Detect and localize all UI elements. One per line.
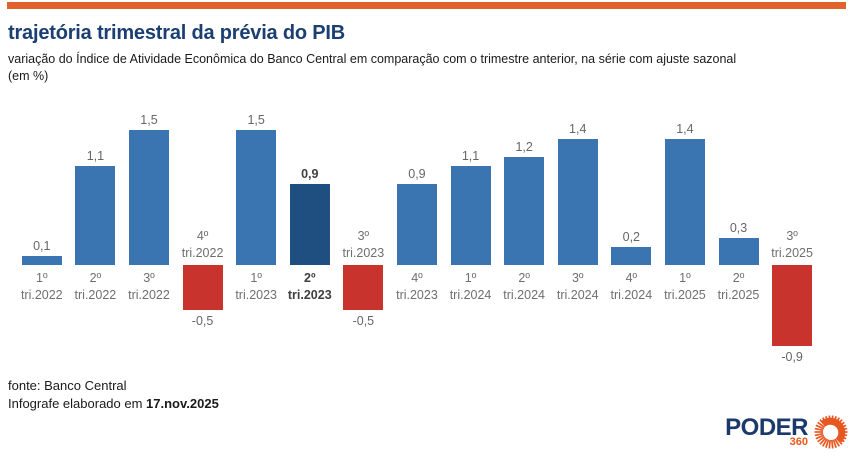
bar-value-label: 1,4 <box>676 122 694 136</box>
bar-category-label: 3º tri.2022 <box>128 271 170 302</box>
credit-text: Infografe elaborado em 17.nov.2025 <box>8 396 219 411</box>
bar-category-label: 2º tri.2024 <box>503 271 545 302</box>
bar-value-label: 1,1 <box>86 149 105 163</box>
bar-column: 1,5 1º tri.2023 <box>229 98 283 368</box>
bar-positive <box>611 247 652 265</box>
bar-value-label: 0,1 <box>33 239 51 253</box>
bar-value-label: 1,2 <box>515 140 533 154</box>
chart: 0,1 1º tri.2022 1,1 2º tri.2022 1,5 3º tri.2022-… <box>15 98 819 368</box>
bar-highlighted <box>289 184 330 265</box>
bar-column: 0,2 4º tri.2024 <box>605 98 659 368</box>
bar-value-label: 1,1 <box>461 149 480 163</box>
bar-column: -0,5 3º tri.2023 <box>337 98 391 368</box>
bar-category-label: 3º tri.2023 <box>342 229 385 260</box>
logo-number: 360 <box>789 436 808 448</box>
bar-column: -0,5 4º tri.2022 <box>176 98 230 368</box>
bar-negative <box>343 265 384 310</box>
bar-negative <box>182 265 223 310</box>
bar-value-label: 0,9 <box>408 167 426 181</box>
credit-date: 17.nov.2025 <box>146 396 219 411</box>
bar-column: 0,3 2º tri.2025 <box>712 98 766 368</box>
bar-column: 0,9 2º tri.2023 <box>283 98 337 368</box>
bar-column: 1,5 3º tri.2022 <box>122 98 176 368</box>
bar-category-label: 4º tri.2024 <box>610 271 653 302</box>
bar-value-label: 0,3 <box>729 221 748 235</box>
bar-category-label: 1º tri.2022 <box>20 271 63 302</box>
bar-positive <box>396 184 437 265</box>
chart-subtitle-line1: variação do Índice de Atividade Econômic… <box>8 52 737 66</box>
bar-column: 1,2 2º tri.2024 <box>497 98 551 368</box>
top-accent-bar <box>7 2 846 9</box>
bar-positive <box>504 157 545 265</box>
bar-positive <box>664 139 705 265</box>
bar-category-label: 1º tri.2025 <box>664 271 706 302</box>
bar-column: 0,9 4º tri.2023 <box>390 98 444 368</box>
logo-wordmark: PODER <box>725 414 808 441</box>
bar-category-label: 2º tri.2025 <box>717 271 760 302</box>
bar-positive <box>450 166 491 265</box>
bar-value-label: 1,4 <box>569 122 587 136</box>
bar-negative <box>772 265 813 346</box>
bar-positive <box>21 256 62 265</box>
poder360-logo: PODER 360 <box>725 412 851 452</box>
sunburst-crescent <box>820 417 846 443</box>
bar-category-label: 2º tri.2023 <box>287 271 332 302</box>
bar-category-label: 1º tri.2023 <box>235 271 278 302</box>
bar-value-label: -0,5 <box>352 314 375 328</box>
bar-positive <box>718 238 759 265</box>
bar-positive <box>75 166 116 265</box>
bar-category-label: 4º tri.2022 <box>181 229 224 260</box>
bar-category-label: 1º tri.2024 <box>449 271 492 302</box>
sunburst-icon <box>814 415 848 449</box>
bar-column: 0,1 1º tri.2022 <box>15 98 69 368</box>
bar-column: 1,1 2º tri.2022 <box>69 98 123 368</box>
bar-category-label: 3º tri.2024 <box>556 271 599 302</box>
bar-positive <box>236 130 277 265</box>
bar-column: 1,4 3º tri.2024 <box>551 98 605 368</box>
bar-value-label: -0,5 <box>191 314 214 328</box>
bar-positive <box>128 130 169 265</box>
bar-category-label: 3º tri.2025 <box>771 229 813 260</box>
chart-subtitle: variação do Índice de Atividade Econômic… <box>8 51 856 84</box>
bar-value-label: 0,9 <box>301 167 319 181</box>
bar-category-label: 2º tri.2022 <box>74 271 117 302</box>
logo-wordmark-block: PODER 360 <box>725 416 808 448</box>
page-title: trajetória trimestral da prévia do PIB <box>8 22 345 44</box>
bar-value-label: 1,5 <box>247 113 265 127</box>
bar-value-label: 0,2 <box>622 230 641 244</box>
bar-value-label: 1,5 <box>140 113 158 127</box>
bar-column: 1,4 1º tri.2025 <box>658 98 712 368</box>
bar-column: 1,1 1º tri.2024 <box>444 98 498 368</box>
bar-category-label: 4º tri.2023 <box>396 271 438 302</box>
footer: fonte: Banco Central Infografe elaborado… <box>8 377 219 413</box>
bar-positive <box>557 139 598 265</box>
bar-column: -0,9 3º tri.2025 <box>765 98 819 368</box>
bar-value-label: -0,9 <box>781 350 803 364</box>
chart-subtitle-line2: (em %) <box>8 68 49 83</box>
source-text: fonte: Banco Central <box>8 378 127 393</box>
